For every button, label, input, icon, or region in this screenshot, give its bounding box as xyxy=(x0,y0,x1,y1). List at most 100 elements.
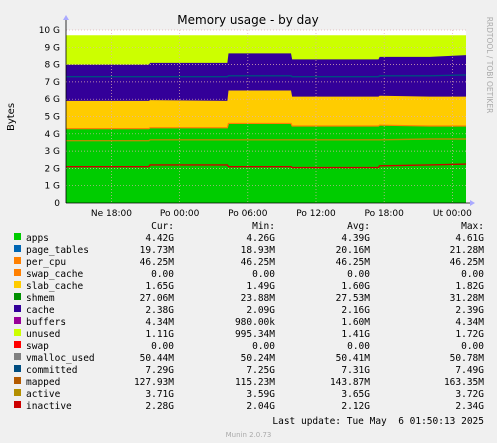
y-tick-label: 4 G xyxy=(44,130,60,140)
line-committed xyxy=(66,74,467,78)
legend-avg: 50.41M xyxy=(335,353,370,364)
legend-name: swap xyxy=(26,341,49,352)
legend-max: 7.49G xyxy=(455,365,484,376)
grid-lines xyxy=(66,29,466,203)
legend-avg: 0.00 xyxy=(347,341,370,352)
legend-max: 0.00 xyxy=(461,341,484,352)
legend-row-active: active 3.71G 3.59G 3.65G 3.72G xyxy=(0,389,497,401)
line-inactive xyxy=(66,163,467,169)
legend-name: shmem xyxy=(26,293,55,304)
y-tick-label: 6 G xyxy=(44,95,60,105)
legend-swatch xyxy=(14,281,21,288)
stacked-areas xyxy=(66,35,466,204)
legend-row-vmalloc-used: vmalloc_used 50.44M 50.24M 50.41M 50.78M xyxy=(0,353,497,365)
legend-swatch xyxy=(14,293,21,300)
legend-name: slab_cache xyxy=(26,281,84,292)
legend-name: committed xyxy=(26,365,78,376)
legend-row-buffers: buffers 4.34M 980.00k 1.60M 4.34M xyxy=(0,317,497,329)
legend-swatch xyxy=(14,257,21,264)
legend-cur: 1.11G xyxy=(145,329,174,340)
memory-usage-chart: Memory usage - by day Bytes RRDTOOL / TO… xyxy=(6,13,494,219)
legend-max: 2.39G xyxy=(455,305,484,316)
legend-min: 995.34M xyxy=(234,329,275,340)
axes xyxy=(63,15,475,206)
legend-min: 0.00 xyxy=(252,341,275,352)
legend-cur: 2.38G xyxy=(145,305,174,316)
area-per-cpu xyxy=(66,122,466,130)
legend-max: 0.00 xyxy=(461,269,484,280)
legend-cur: 0.00 xyxy=(151,341,174,352)
legend-cur: 127.93M xyxy=(133,377,174,388)
legend-name: vmalloc_used xyxy=(26,353,95,364)
legend-row-cache: cache 2.38G 2.09G 2.16G 2.39G xyxy=(0,305,497,317)
chart-title: Memory usage - by day xyxy=(177,13,318,27)
legend-swatch xyxy=(14,245,21,252)
legend-name: page_tables xyxy=(26,245,89,256)
legend-name: buffers xyxy=(26,317,67,328)
legend-header-cur: Cur: xyxy=(151,221,174,232)
rrdtool-side-label: RRDTOOL / TOBI OETIKER xyxy=(485,17,494,114)
legend-name: cache xyxy=(26,305,55,316)
legend-swatch xyxy=(14,317,21,324)
legend-swatch xyxy=(14,401,21,408)
legend-max: 50.78M xyxy=(449,353,484,364)
legend-swatch xyxy=(14,305,21,312)
legend-swatch xyxy=(14,389,21,396)
legend-row-swap: swap 0.00 0.00 0.00 0.00 xyxy=(0,341,497,353)
y-tick-label: 1 G xyxy=(44,182,60,192)
legend-min: 7.25G xyxy=(246,365,275,376)
legend-header-max: Max: xyxy=(461,221,484,232)
legend-avg: 46.25M xyxy=(335,257,370,268)
legend-min: 115.23M xyxy=(234,377,275,388)
legend-swatch xyxy=(14,269,21,276)
legend-avg: 1.41G xyxy=(341,329,370,340)
legend-swatch xyxy=(14,329,21,336)
legend-cur: 50.44M xyxy=(139,353,174,364)
y-tick-label: 3 G xyxy=(44,147,60,157)
legend-min: 23.88M xyxy=(240,293,275,304)
legend-row-apps: apps 4.42G 4.26G 4.39G 4.61G xyxy=(0,233,497,245)
legend-swatch xyxy=(14,233,21,240)
legend-avg: 3.65G xyxy=(341,389,370,400)
y-tick-label: 10 G xyxy=(39,26,60,36)
legend-avg: 1.60G xyxy=(341,281,370,292)
legend-max: 1.82G xyxy=(455,281,484,292)
legend-min: 18.93M xyxy=(240,245,275,256)
legend-cur: 4.42G xyxy=(145,233,174,244)
legend-avg: 7.31G xyxy=(341,365,370,376)
legend-max: 21.28M xyxy=(449,245,484,256)
legend-min: 2.09G xyxy=(246,305,275,316)
legend-min: 50.24M xyxy=(240,353,275,364)
legend-rows: apps 4.42G 4.26G 4.39G 4.61G page_tables 19.73… xyxy=(0,233,497,413)
legend-cur: 2.28G xyxy=(145,401,174,412)
legend-name: active xyxy=(26,389,61,400)
legend-avg: 27.53M xyxy=(335,293,370,304)
legend-avg: 2.16G xyxy=(341,305,370,316)
legend-table: Cur: Min: Avg: Max: apps 4.42G 4.26G 4.39G 4… xyxy=(0,221,497,413)
legend-avg: 1.60M xyxy=(341,317,370,328)
legend-swatch xyxy=(14,377,21,384)
legend-max: 3.72G xyxy=(455,389,484,400)
legend-header-avg: Avg: xyxy=(347,221,370,232)
legend-row-slab-cache: slab_cache 1.65G 1.49G 1.60G 1.82G xyxy=(0,281,497,293)
y-axis-label: Bytes xyxy=(6,103,17,131)
area-apps xyxy=(66,123,466,203)
legend-avg: 4.39G xyxy=(341,233,370,244)
legend-name: swap_cache xyxy=(26,269,84,280)
y-tick-label: 7 G xyxy=(44,78,60,88)
x-axis-arrow xyxy=(470,200,475,206)
legend-name: inactive xyxy=(26,401,72,412)
legend-max: 4.34M xyxy=(455,317,484,328)
x-tick-label: Po 00:00 xyxy=(160,209,200,219)
legend-cur: 7.29G xyxy=(145,365,174,376)
legend-min: 2.04G xyxy=(246,401,275,412)
legend-row-committed: committed 7.29G 7.25G 7.31G 7.49G xyxy=(0,365,497,377)
legend-avg: 2.12G xyxy=(341,401,370,412)
legend-max: 163.35M xyxy=(443,377,484,388)
x-tick-labels: Ne 18:00 Po 00:00 Po 06:00 Po 12:00 Po 18:00… xyxy=(91,209,472,219)
overlay-lines xyxy=(66,74,467,169)
legend-avg: 20.16M xyxy=(335,245,370,256)
legend-row-swap-cache: swap_cache 0.00 0.00 0.00 0.00 xyxy=(0,269,497,281)
legend-row-shmem: shmem 27.06M 23.88M 27.53M 31.28M xyxy=(0,293,497,305)
legend-row-mapped: mapped 127.93M 115.23M 143.87M 163.35M xyxy=(0,377,497,389)
